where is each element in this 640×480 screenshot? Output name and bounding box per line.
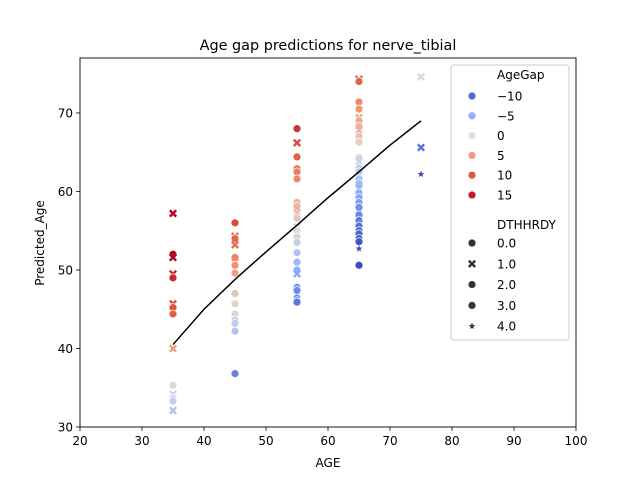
data-point: [354, 77, 364, 86]
legend-label: 4.0: [497, 320, 516, 334]
legend-box: [450, 64, 570, 341]
legend-marker: [467, 238, 477, 248]
x-tick-label: 30: [134, 434, 149, 448]
legend-marker: [467, 170, 477, 180]
data-point: [292, 202, 302, 211]
data-point: [416, 143, 426, 152]
legend-marker: [467, 190, 477, 200]
y-tick-label: 30: [58, 421, 73, 435]
data-point: [292, 213, 302, 223]
legend-hue-title: AgeGap: [497, 68, 544, 82]
legend-marker: [467, 91, 477, 101]
legend-label: 0: [497, 129, 505, 143]
x-tick-label: 50: [258, 434, 273, 448]
data-point: [292, 138, 302, 147]
data-point: [354, 104, 364, 114]
data-point: [292, 286, 302, 295]
data-point: [168, 406, 178, 415]
legend-label: 1.0: [497, 257, 516, 271]
y-tick-label: 70: [58, 106, 73, 120]
data-point: [292, 152, 302, 162]
data-point: [354, 137, 364, 147]
data-point: [230, 318, 240, 328]
data-point: [292, 248, 302, 258]
chart-title: Age gap predictions for nerve_tibial: [200, 38, 457, 54]
data-point: [292, 124, 302, 134]
x-tick-label: 40: [196, 434, 211, 448]
y-tick-label: 60: [58, 185, 73, 199]
y-tick-label: 50: [58, 263, 73, 277]
x-axis: 20 30 40 50 60 70 80 90 100: [72, 427, 587, 448]
x-tick-label: 100: [565, 434, 588, 448]
data-point: [168, 396, 178, 406]
data-point: [354, 126, 364, 135]
x-tick-label: 70: [382, 434, 397, 448]
data-point: [168, 381, 178, 390]
data-point: [168, 344, 178, 353]
data-point: [230, 234, 240, 243]
data-point: [355, 245, 363, 252]
data-point: [292, 238, 302, 247]
y-axis: 30 40 50 60 70: [58, 106, 80, 435]
legend-style-title: DTHHRDY: [497, 218, 557, 232]
data-point: [230, 260, 240, 270]
data-point: [230, 289, 240, 298]
data-point: [168, 253, 178, 262]
y-tick-label: 40: [58, 342, 73, 356]
data-point: [230, 326, 240, 336]
legend-label: 15: [497, 189, 512, 203]
data-point: [417, 170, 425, 178]
x-tick-label: 80: [444, 434, 459, 448]
legend-label: 3.0: [497, 299, 516, 313]
legend-label: −5: [497, 109, 515, 123]
data-point: [354, 237, 364, 247]
plot-area: [168, 72, 426, 415]
trend-line: [172, 120, 422, 346]
data-point: [168, 209, 178, 218]
legend-label: 0.0: [497, 237, 516, 251]
legend-marker: [468, 322, 476, 330]
x-tick-label: 90: [506, 434, 521, 448]
data-point: [230, 240, 240, 249]
legend-label: −10: [497, 90, 522, 104]
legend-marker: [467, 259, 477, 268]
data-point: [292, 174, 302, 184]
legend-marker: [467, 111, 477, 121]
x-axis-label: AGE: [316, 456, 341, 470]
legend-label: 2.0: [497, 278, 516, 292]
legend-marker: [467, 280, 477, 289]
data-point: [354, 157, 364, 166]
y-axis-label: Predicted_Age: [33, 200, 47, 286]
data-point: [230, 299, 240, 309]
data-point: [292, 269, 302, 278]
legend-label: 10: [497, 169, 512, 183]
data-point: [230, 369, 240, 378]
data-point: [416, 72, 426, 81]
data-point: [230, 268, 240, 278]
data-point: [230, 218, 240, 228]
legend: AgeGap −10 −5 0 5 10 15 DTHHRDY 0.0 1.0 2.0 3.0 4.0: [450, 64, 570, 341]
data-point: [292, 297, 302, 307]
data-point: [168, 273, 178, 283]
legend-marker: [467, 301, 477, 310]
data-point: [292, 257, 302, 267]
legend-marker: [467, 151, 477, 160]
data-point: [354, 260, 364, 270]
x-tick-label: 60: [320, 434, 335, 448]
legend-label: 5: [497, 149, 505, 163]
data-point: [168, 309, 178, 319]
x-tick-label: 20: [72, 434, 87, 448]
legend-marker: [467, 131, 477, 140]
